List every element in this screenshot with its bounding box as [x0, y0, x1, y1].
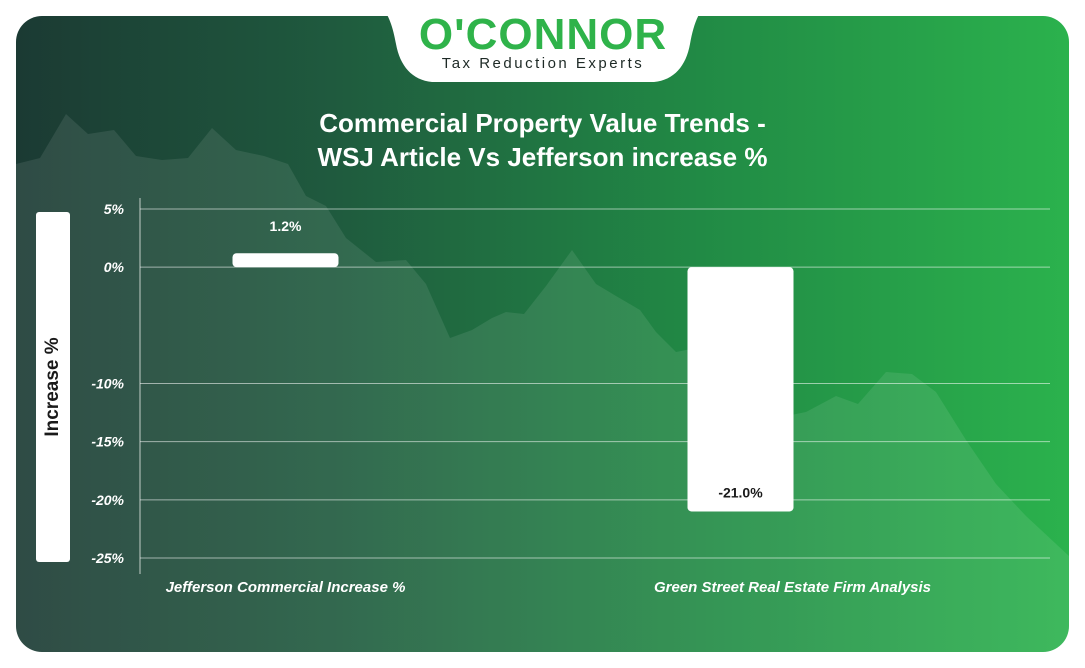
y-tick-label: -10% [91, 376, 124, 392]
y-axis-label-box [36, 212, 70, 562]
bar [687, 267, 794, 512]
y-tick-label: -20% [91, 492, 124, 508]
y-tick-label: 0% [104, 259, 125, 275]
brand-tagline: Tax Reduction Experts [441, 55, 645, 72]
brand-logo: O'CONNOR [418, 10, 668, 59]
bar-value-label: -21.0% [718, 484, 763, 500]
chart-title-line-1: Commercial Property Value Trends - [319, 108, 766, 138]
logo-tab-background [372, 0, 714, 82]
chart-title: Commercial Property Value Trends - WSJ A… [240, 106, 845, 174]
y-tick-label: 5% [104, 201, 125, 217]
y-tick-label: -25% [91, 550, 124, 566]
y-tick-label: -15% [91, 434, 124, 450]
chart-title-line-2: WSJ Article Vs Jefferson increase % [317, 142, 768, 172]
bar-value-label: 1.2% [270, 218, 302, 234]
x-category-label: Green Street Real Estate Firm Analysis [654, 579, 931, 596]
bar [232, 253, 339, 268]
x-category-label: Jefferson Commercial Increase % [166, 579, 406, 596]
